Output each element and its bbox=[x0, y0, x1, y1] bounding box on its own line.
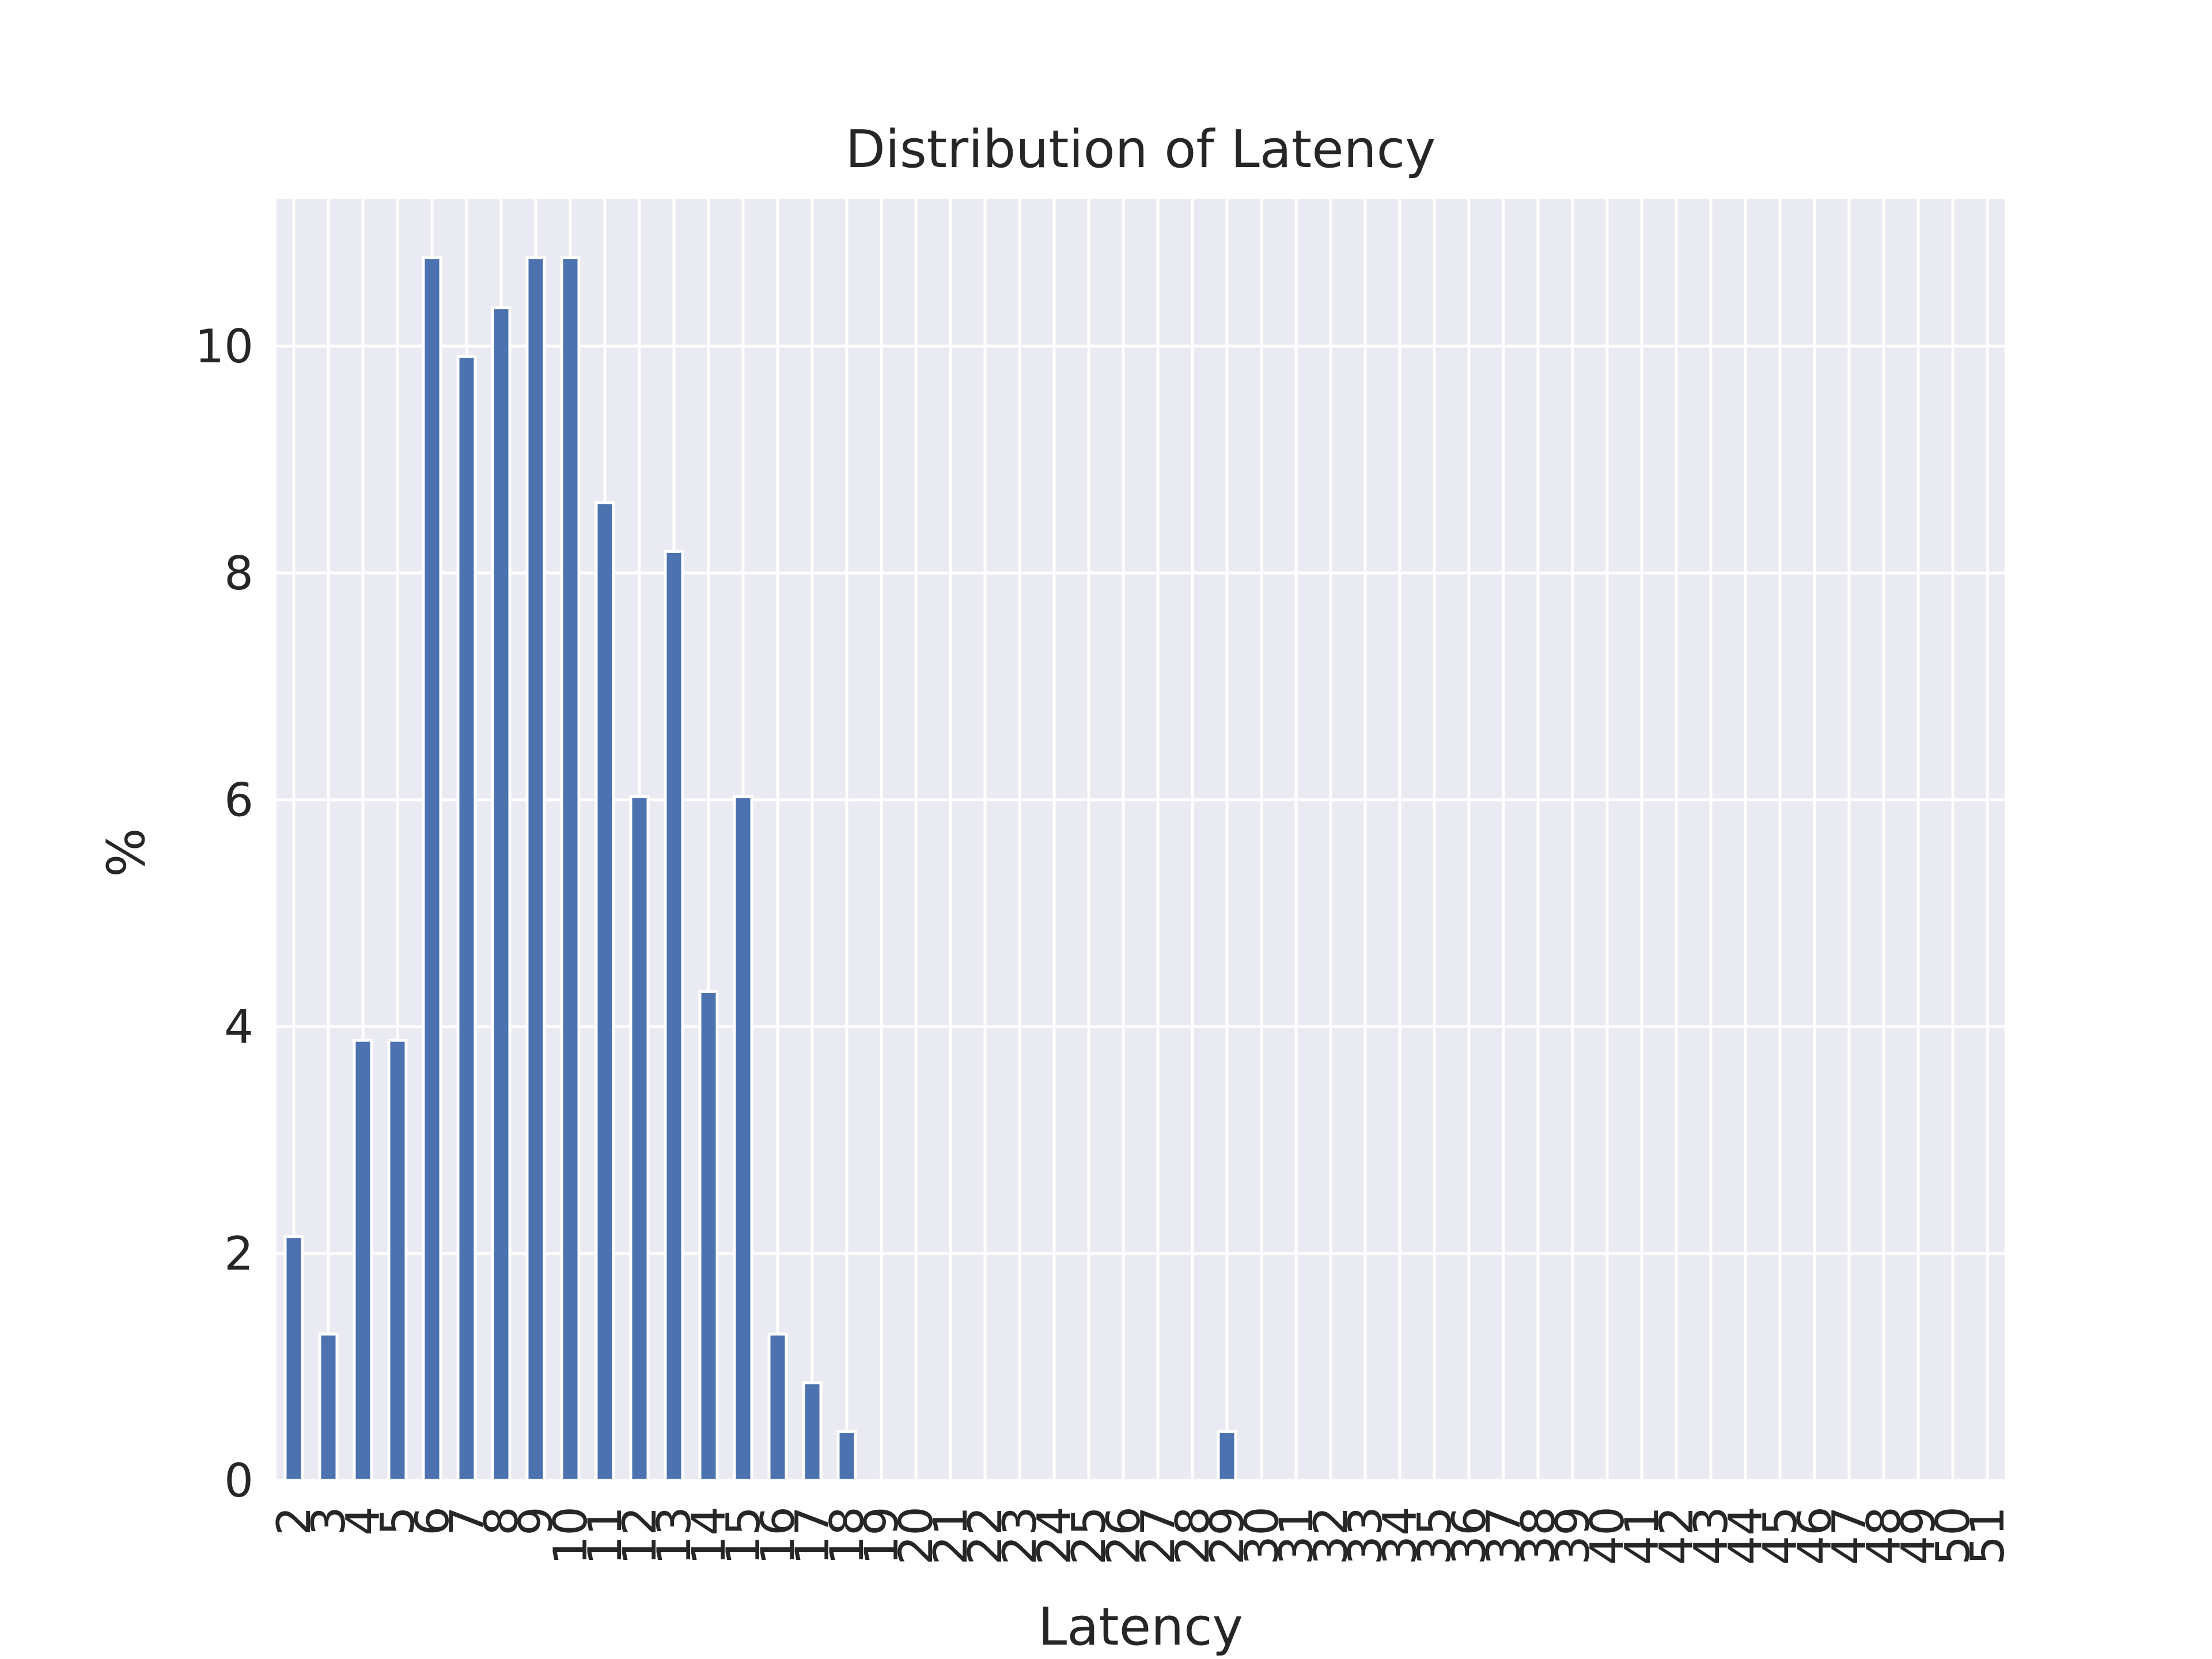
x-tick-label: 15 bbox=[717, 1506, 770, 1565]
x-tick-label: 35 bbox=[1408, 1506, 1461, 1565]
y-axis-ticks: 0 2 4 6 8 10 bbox=[195, 320, 253, 1508]
bar bbox=[318, 1332, 339, 1482]
bar-series bbox=[283, 256, 1237, 1482]
x-tick-label: 27 bbox=[1131, 1506, 1185, 1565]
x-tick-label: 13 bbox=[647, 1506, 701, 1565]
bar bbox=[456, 355, 477, 1482]
x-tick-label: 19 bbox=[855, 1506, 908, 1565]
y-tick-label: 4 bbox=[224, 1000, 253, 1054]
x-tick-label: 32 bbox=[1304, 1506, 1358, 1565]
x-tick-label: 50 bbox=[1926, 1506, 1980, 1565]
y-tick-label: 8 bbox=[224, 547, 253, 600]
x-tick-label: 37 bbox=[1477, 1506, 1531, 1565]
x-tick-label: 26 bbox=[1097, 1506, 1150, 1565]
y-tick-label: 10 bbox=[195, 320, 253, 373]
bar bbox=[629, 795, 650, 1482]
x-tick-label: 12 bbox=[613, 1506, 666, 1565]
chart-title: Distribution of Latency bbox=[846, 119, 1436, 180]
x-tick-label: 48 bbox=[1857, 1506, 1911, 1565]
bar bbox=[387, 1039, 408, 1482]
bar bbox=[353, 1039, 373, 1482]
x-tick-label: 44 bbox=[1719, 1506, 1772, 1565]
x-tick-label: 5 bbox=[371, 1506, 425, 1536]
x-tick-label: 11 bbox=[578, 1506, 632, 1565]
bar bbox=[836, 1430, 857, 1482]
x-tick-label: 45 bbox=[1753, 1506, 1807, 1565]
x-tick-label: 16 bbox=[751, 1506, 805, 1565]
x-tick-label: 23 bbox=[993, 1506, 1047, 1565]
bar bbox=[664, 550, 684, 1482]
x-tick-label: 43 bbox=[1684, 1506, 1738, 1565]
x-tick-label: 34 bbox=[1373, 1506, 1427, 1565]
x-tick-label: 38 bbox=[1512, 1506, 1565, 1565]
bar bbox=[767, 1332, 788, 1482]
x-tick-label: 36 bbox=[1442, 1506, 1496, 1565]
x-tick-label: 51 bbox=[1961, 1506, 2014, 1565]
x-tick-label: 17 bbox=[786, 1506, 839, 1565]
x-tick-label: 10 bbox=[544, 1506, 597, 1565]
x-tick-label: 20 bbox=[889, 1506, 943, 1565]
x-tick-label: 3 bbox=[302, 1506, 355, 1536]
x-tick-label: 41 bbox=[1615, 1506, 1669, 1565]
bar bbox=[733, 795, 753, 1482]
x-tick-label: 8 bbox=[475, 1506, 528, 1536]
x-tick-label: 6 bbox=[406, 1506, 459, 1536]
x-tick-label: 22 bbox=[959, 1506, 1012, 1565]
x-tick-label: 31 bbox=[1270, 1506, 1323, 1565]
bar bbox=[525, 256, 546, 1482]
bar bbox=[491, 306, 512, 1482]
bar bbox=[698, 990, 719, 1482]
y-tick-label: 2 bbox=[224, 1227, 253, 1281]
x-tick-label: 39 bbox=[1546, 1506, 1600, 1565]
x-tick-label: 47 bbox=[1823, 1506, 1876, 1565]
y-tick-label: 0 bbox=[224, 1454, 253, 1508]
x-tick-label: 40 bbox=[1581, 1506, 1634, 1565]
bar bbox=[802, 1381, 823, 1482]
bar bbox=[1217, 1430, 1237, 1482]
x-axis-label: Latency bbox=[1038, 1597, 1243, 1657]
x-tick-label: 29 bbox=[1200, 1506, 1254, 1565]
bar bbox=[422, 256, 442, 1482]
y-axis-label: % bbox=[96, 828, 157, 877]
x-tick-label: 30 bbox=[1235, 1506, 1289, 1565]
x-tick-label: 49 bbox=[1892, 1506, 1945, 1565]
x-tick-label: 7 bbox=[440, 1506, 494, 1536]
bar bbox=[560, 256, 581, 1482]
bar bbox=[283, 1235, 304, 1482]
x-tick-label: 24 bbox=[1028, 1506, 1081, 1565]
x-tick-label: 25 bbox=[1062, 1506, 1116, 1565]
x-axis-ticks: 2345678910111213141516171819202122232425… bbox=[267, 1506, 2014, 1565]
x-tick-label: 2 bbox=[267, 1506, 321, 1536]
x-tick-label: 28 bbox=[1166, 1506, 1219, 1565]
x-tick-label: 4 bbox=[336, 1506, 390, 1536]
x-tick-label: 14 bbox=[682, 1506, 736, 1565]
x-tick-label: 9 bbox=[509, 1506, 563, 1536]
x-tick-label: 46 bbox=[1788, 1506, 1842, 1565]
x-tick-label: 42 bbox=[1650, 1506, 1703, 1565]
x-tick-label: 21 bbox=[924, 1506, 978, 1565]
bar bbox=[594, 501, 615, 1482]
x-tick-label: 18 bbox=[820, 1506, 874, 1565]
y-tick-label: 6 bbox=[224, 774, 253, 827]
x-tick-label: 33 bbox=[1339, 1506, 1392, 1565]
